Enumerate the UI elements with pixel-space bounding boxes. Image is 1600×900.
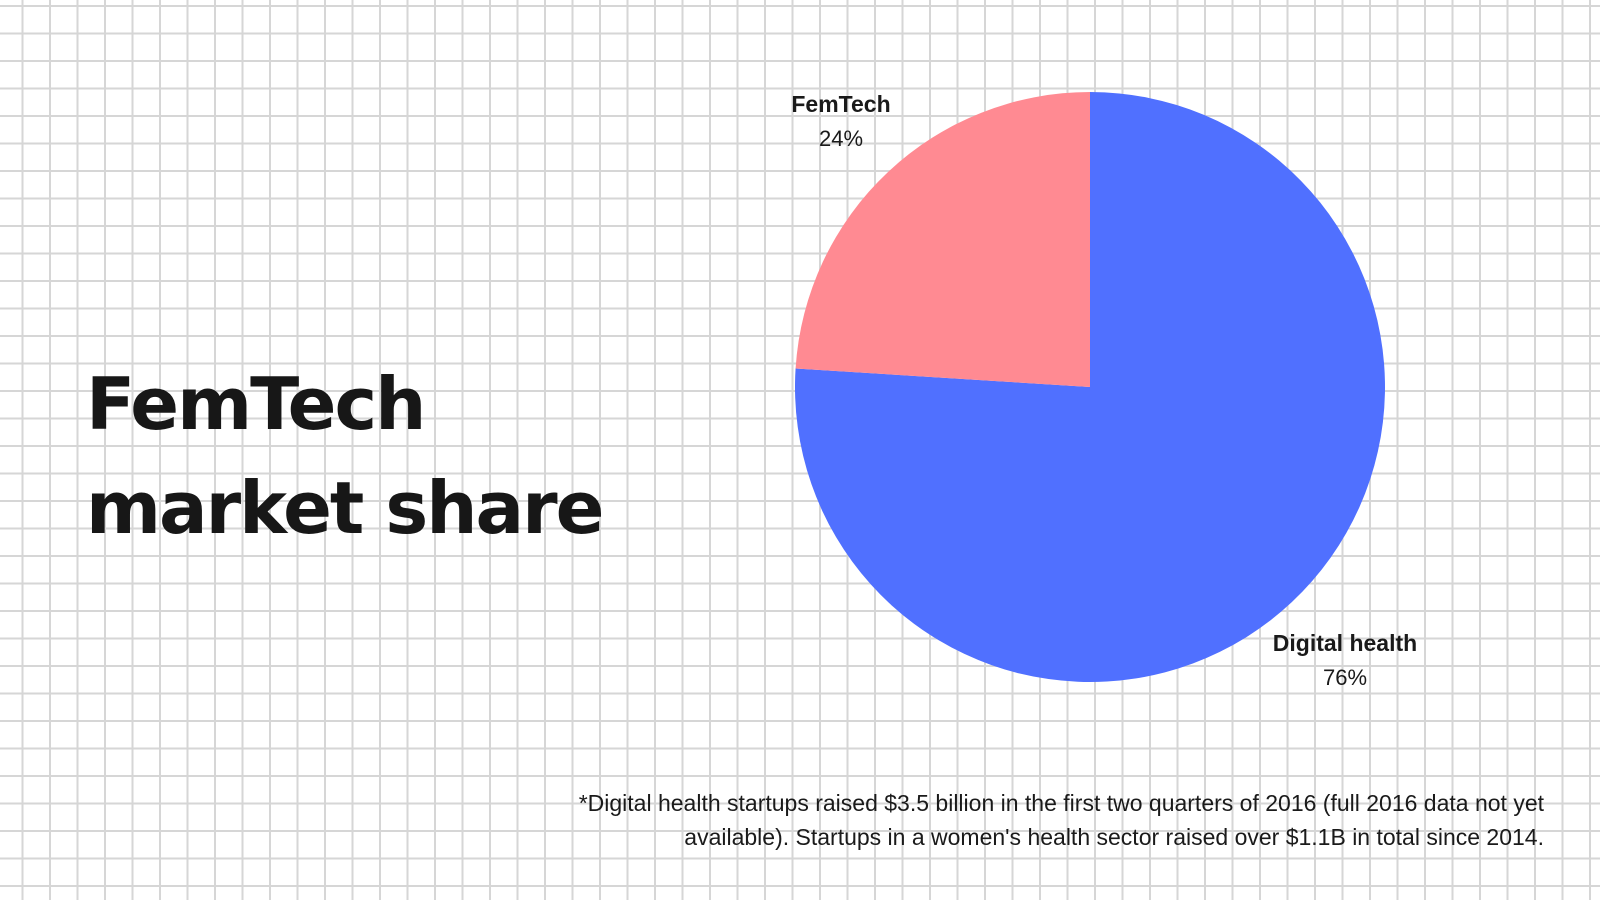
pie-slice-digital-health [794,92,1385,682]
title-line-1: FemTech [86,362,426,446]
slice-value-digital-health: 76% [1323,665,1367,690]
slice-label-digital-health: Digital health [1273,630,1417,656]
slice-label-femtech: FemTech [791,91,890,117]
pie-slice-femtech [795,92,1090,387]
page-title: FemTech market share [86,352,604,560]
footnote: *Digital health startups raised $3.5 bil… [578,790,1544,850]
title-line-2: market share [86,466,604,550]
pie-slices [794,92,1385,682]
slice-value-femtech: 24% [819,126,863,151]
